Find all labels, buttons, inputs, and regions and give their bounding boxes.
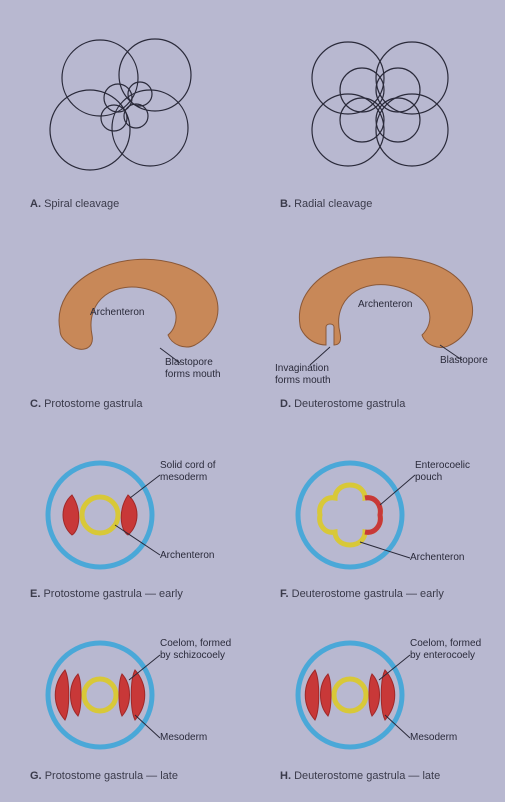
- label-G-mesoderm: Mesoderm: [160, 732, 207, 744]
- label-E-cord: Solid cord of mesoderm: [160, 460, 216, 484]
- label-F-pouch: Enterocoelic pouch: [415, 460, 470, 484]
- label-H-mesoderm: Mesoderm: [410, 732, 457, 744]
- caption-G-text: Protostome gastrula — late: [45, 770, 178, 782]
- protostome-early-diagram: [30, 450, 250, 580]
- caption-D: D. Deuterostome gastrula: [280, 398, 405, 410]
- caption-E-letter: E.: [30, 588, 40, 600]
- label-C-blastopore: Blastopore forms mouth: [165, 357, 221, 381]
- label-D-invagination: Invagination forms mouth: [275, 363, 331, 387]
- caption-G: G. Protostome gastrula — late: [30, 770, 178, 782]
- panel-A: [30, 20, 230, 195]
- label-G-coelom: Coelom, formed by schizocoely: [160, 638, 231, 662]
- label-C-archenteron-inline: Archenteron: [90, 307, 144, 318]
- caption-C: C. Protostome gastrula: [30, 398, 143, 410]
- panel-D: Archenteron Blastopore Invagination form…: [280, 245, 500, 405]
- label-D-blastopore: Blastopore: [440, 355, 488, 367]
- label-D-archenteron-inline: Archenteron: [358, 299, 412, 310]
- caption-D-text: Deuterostome gastrula: [294, 398, 405, 410]
- caption-H-letter: H.: [280, 770, 291, 782]
- caption-B: B. Radial cleavage: [280, 198, 372, 210]
- caption-C-text: Protostome gastrula: [44, 398, 142, 410]
- caption-E: E. Protostome gastrula — early: [30, 588, 183, 600]
- caption-E-text: Protostome gastrula — early: [43, 588, 182, 600]
- caption-F-text: Deuterostome gastrula — early: [292, 588, 444, 600]
- caption-F: F. Deuterostome gastrula — early: [280, 588, 444, 600]
- caption-C-letter: C.: [30, 398, 41, 410]
- caption-H: H. Deuterostome gastrula — late: [280, 770, 440, 782]
- label-H-coelom: Coelom, formed by enterocoely: [410, 638, 481, 662]
- panel-B: [280, 20, 480, 195]
- caption-D-letter: D.: [280, 398, 291, 410]
- caption-A-letter: A.: [30, 198, 41, 210]
- caption-B-text: Radial cleavage: [294, 198, 372, 210]
- label-F-archenteron: Archenteron: [410, 552, 464, 564]
- panel-H: Coelom, formed by enterocoely Mesoderm: [280, 630, 500, 780]
- caption-G-letter: G.: [30, 770, 42, 782]
- panel-E: Solid cord of mesoderm Archenteron: [30, 450, 250, 600]
- spiral-cleavage-diagram: [30, 20, 230, 180]
- caption-B-letter: B.: [280, 198, 291, 210]
- caption-H-text: Deuterostome gastrula — late: [294, 770, 440, 782]
- caption-F-letter: F.: [280, 588, 289, 600]
- radial-cleavage-diagram: [280, 20, 480, 180]
- panel-G: Coelom, formed by schizocoely Mesoderm: [30, 630, 250, 780]
- panel-C: Archenteron Blastopore forms mouth: [30, 245, 250, 405]
- caption-A: A. Spiral cleavage: [30, 198, 119, 210]
- label-E-archenteron: Archenteron: [160, 550, 214, 562]
- caption-A-text: Spiral cleavage: [44, 198, 119, 210]
- panel-F: Enterocoelic pouch Archenteron: [280, 450, 500, 600]
